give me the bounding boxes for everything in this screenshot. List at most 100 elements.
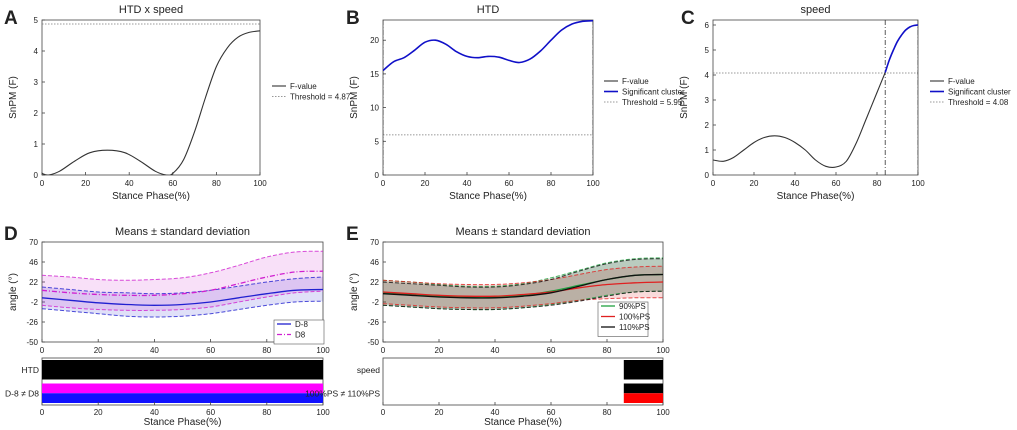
y-axis-label: angle (°): [349, 273, 360, 311]
plot-marks: [42, 250, 323, 318]
sd-upper-line: [42, 276, 323, 295]
x-tick-label: 100: [911, 179, 925, 188]
x-tick-label: 0: [381, 408, 386, 417]
y-tick-label: 5: [34, 16, 39, 25]
x-axis-label: Stance Phase(%): [484, 417, 562, 428]
sd-lower-line: [383, 290, 663, 311]
panel-letter: A: [4, 8, 18, 29]
significance-row-label: speed: [357, 365, 380, 375]
legend-entry: 90%PS: [619, 302, 646, 311]
significance-bar: [42, 360, 323, 380]
y-tick-label: 1: [705, 146, 710, 155]
y-tick-label: 2: [705, 121, 710, 130]
x-tick-label: 0: [381, 179, 386, 188]
x-tick-label: 20: [94, 346, 103, 355]
x-axis-label: Stance Phase(%): [112, 191, 190, 202]
legend-entry: D-8: [295, 320, 308, 329]
sd-lower-line: [42, 300, 323, 318]
x-tick-label: 60: [168, 179, 177, 188]
significance-row-label: 100%PS ≠ 110%PS: [305, 388, 380, 398]
y-axis-label: SnPM (F): [349, 76, 360, 119]
legend-entry: Significant cluster: [622, 88, 685, 97]
y-tick-label: 4: [705, 71, 710, 80]
plot-area: [382, 19, 594, 176]
significance-bar: [42, 393, 323, 403]
y-tick-label: 0: [705, 171, 710, 180]
y-tick-label: -50: [26, 338, 38, 347]
sd-lower-line: [42, 290, 323, 311]
panel-b: B HTD 0 20 40 60 80 100 0 5 10 15 20 Stance Phase(%) S…: [346, 4, 685, 202]
x-tick-label: 20: [435, 408, 444, 417]
plot-area: [41, 19, 261, 176]
x-tick-label: 60: [505, 179, 514, 188]
y-tick-label: 46: [29, 258, 38, 267]
y-tick-label: 3: [34, 78, 39, 87]
panel-e: E Means ± standard deviation 0 20 40 60 80 100 -…: [305, 224, 670, 428]
legend-entry: F-value: [290, 82, 317, 91]
legend-box: [597, 301, 649, 337]
x-tick-label: 80: [212, 179, 221, 188]
significance-bar: [623, 383, 663, 394]
series-line-f-value: [42, 30, 260, 175]
significance-bar: [42, 383, 323, 394]
x-tick-label: 60: [547, 346, 556, 355]
y-tick-label: 0: [34, 171, 39, 180]
y-tick-label: 5: [705, 46, 710, 55]
legend-entry: 100%PS: [619, 313, 650, 322]
legend-entry: D8: [295, 331, 306, 340]
mean-line-110-ps: [383, 273, 663, 299]
series-line-f-value: [713, 72, 886, 168]
mean-line-100-ps: [383, 281, 663, 297]
y-tick-label: 2: [34, 109, 39, 118]
sd-upper-line: [42, 250, 323, 281]
x-tick-label: 40: [791, 179, 800, 188]
x-tick-label: 0: [381, 346, 386, 355]
x-tick-label: 0: [40, 408, 45, 417]
mean-line-d8: [42, 270, 323, 297]
significance-bar: [623, 360, 663, 380]
sd-upper-line: [383, 257, 663, 287]
y-tick-label: 6: [705, 21, 710, 30]
panel-d: D Means ± standard deviation 0 20 40 60 80 100 -…: [4, 224, 330, 428]
y-axis-label: SnPM (F): [8, 76, 19, 119]
y-tick-label: 22: [370, 278, 379, 287]
x-tick-label: 40: [463, 179, 472, 188]
x-tick-label: 100: [316, 408, 330, 417]
chart-title: Means ± standard deviation: [455, 226, 590, 238]
y-axis-label: SnPM (F): [679, 76, 690, 119]
mean-line-d-8: [42, 288, 323, 306]
legend-entry: 110%PS: [619, 323, 650, 332]
plot-marks: [383, 257, 663, 311]
y-tick-label: -2: [31, 298, 39, 307]
y-tick-label: -50: [367, 338, 379, 347]
legend-entry: F-value: [948, 77, 975, 86]
x-tick-label: 0: [711, 179, 716, 188]
series-line-significant-cluster: [383, 20, 593, 72]
y-tick-label: 0: [375, 171, 380, 180]
x-tick-label: 80: [262, 408, 271, 417]
y-tick-label: 46: [370, 258, 379, 267]
y-tick-label: 70: [370, 238, 379, 247]
significance-area: [41, 357, 324, 406]
x-tick-label: 100: [656, 346, 670, 355]
x-tick-label: 0: [40, 179, 45, 188]
significance-bar: [623, 393, 663, 403]
y-tick-label: 4: [34, 47, 39, 56]
sd-lower-line: [383, 297, 663, 309]
x-tick-label: 40: [150, 408, 159, 417]
x-tick-label: 60: [206, 408, 215, 417]
y-tick-label: 20: [370, 36, 379, 45]
x-tick-label: 20: [81, 179, 90, 188]
chart-title: speed: [801, 4, 831, 16]
panel-letter: B: [346, 8, 360, 29]
x-tick-label: 60: [206, 346, 215, 355]
x-tick-label: 60: [832, 179, 841, 188]
significance-row-label: HTD: [22, 365, 39, 375]
y-tick-label: 5: [375, 137, 380, 146]
y-tick-label: -26: [26, 318, 38, 327]
x-tick-label: 40: [491, 346, 500, 355]
legend-entry: Threshold = 4.87: [290, 93, 351, 102]
plot-area: [41, 241, 324, 343]
x-tick-label: 40: [125, 179, 134, 188]
